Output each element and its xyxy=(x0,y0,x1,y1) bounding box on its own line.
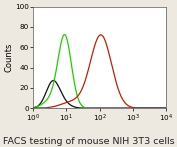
Text: FACS testing of mouse NIH 3T3 cells: FACS testing of mouse NIH 3T3 cells xyxy=(3,137,174,146)
Y-axis label: Counts: Counts xyxy=(4,43,13,72)
